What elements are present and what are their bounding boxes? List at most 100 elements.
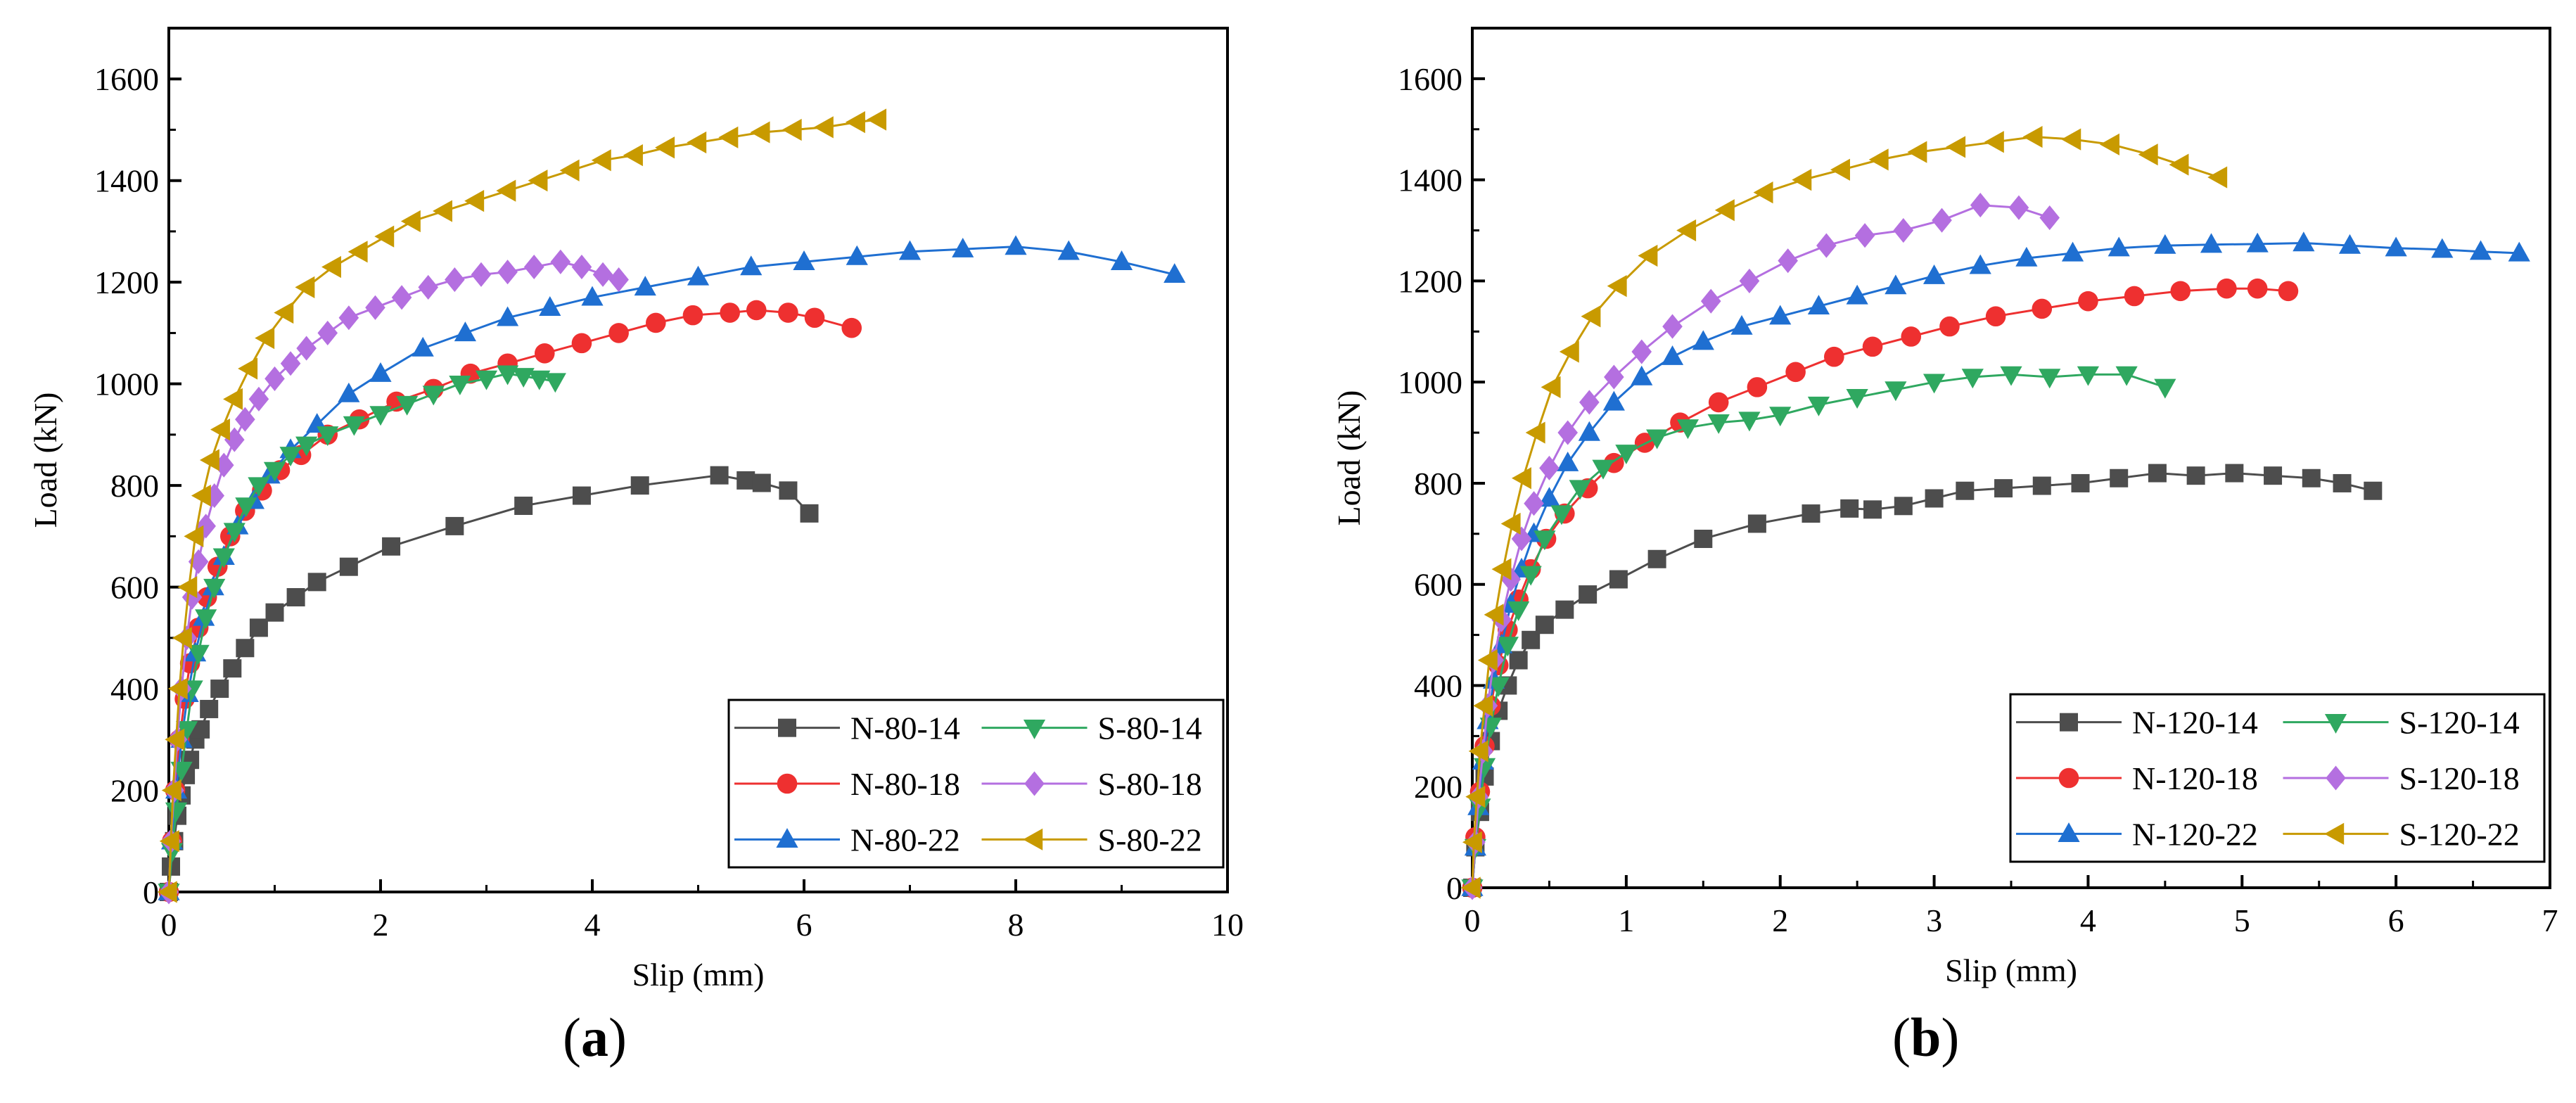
data-point (1923, 374, 1946, 394)
data-point (382, 537, 401, 556)
data-point (1005, 235, 1027, 255)
data-point (188, 549, 209, 575)
y-tick-label: 200 (110, 773, 159, 809)
data-point (740, 255, 763, 276)
data-point (867, 108, 887, 131)
data-point (307, 573, 326, 592)
data-point (752, 473, 771, 492)
data-point (321, 255, 341, 279)
data-point (1519, 566, 1542, 586)
data-point (571, 333, 592, 354)
data-point (655, 136, 675, 159)
data-point (471, 262, 492, 287)
legend-label: N-120-18 (2132, 760, 2258, 796)
data-point (1932, 208, 1952, 233)
data-point (1557, 420, 1578, 445)
data-point (1840, 499, 1859, 518)
x-tick-label: 8 (1008, 907, 1024, 943)
series-S-80-18 (158, 249, 629, 905)
data-point (1939, 316, 1960, 337)
data-point (369, 406, 392, 426)
legend-marker (776, 828, 798, 848)
data-point (779, 481, 798, 500)
y-tick-label: 0 (1446, 870, 1462, 906)
legend-marker (2058, 767, 2079, 789)
data-point (2333, 473, 2352, 492)
data-point (475, 370, 498, 390)
y-tick-label: 1000 (1398, 364, 1462, 400)
data-point (1956, 481, 1975, 500)
data-point (497, 260, 518, 285)
legend-label: N-80-22 (850, 822, 960, 857)
legend-label: S-120-14 (2399, 705, 2520, 741)
legend-marker (2060, 713, 2078, 732)
data-point (1907, 141, 1927, 163)
data-point (1615, 445, 1638, 465)
data-point (2148, 464, 2167, 483)
data-point (1487, 677, 1510, 697)
data-point (1730, 314, 1753, 335)
data-point (1511, 526, 1532, 552)
data-point (496, 179, 516, 202)
series-S-80-14 (158, 365, 566, 904)
data-point (2154, 378, 2176, 399)
data-point (204, 483, 225, 509)
series-S-80-22 (157, 108, 887, 903)
data-point (2124, 286, 2145, 307)
data-point (1541, 376, 1561, 398)
data-point (1509, 651, 1528, 670)
data-point (1579, 585, 1598, 604)
data-point (161, 779, 181, 802)
legend-marker (777, 773, 798, 794)
data-point (1609, 570, 1628, 589)
data-point (782, 118, 802, 141)
data-point (2100, 133, 2119, 155)
data-point (422, 385, 445, 406)
data-point (1785, 362, 1806, 383)
data-point (682, 305, 703, 326)
data-point (1662, 314, 1683, 339)
series-S-120-22 (1460, 125, 2228, 899)
data-point (1816, 233, 1837, 258)
data-point (2302, 468, 2321, 487)
data-point (1925, 489, 1944, 508)
data-point (184, 525, 204, 547)
data-point (464, 190, 485, 212)
x-tick-label: 10 (1211, 907, 1244, 943)
data-point (1631, 339, 1652, 364)
data-point (317, 320, 338, 345)
data-point (646, 312, 666, 333)
data-point (591, 149, 611, 172)
data-point (1694, 530, 1713, 549)
legend-marker (1024, 771, 1045, 796)
legend: N-80-14 N-80-18 N-80-22 S-80-14 S-80-18 S-80-… (727, 699, 1225, 869)
data-point (1994, 479, 2013, 498)
y-tick-label: 1200 (1398, 263, 1462, 299)
data-point (1778, 248, 1798, 274)
data-point (1846, 284, 1868, 305)
legend-item: S-120-22 (2283, 816, 2520, 852)
data-point (793, 250, 815, 270)
data-point (2364, 481, 2383, 500)
data-point (2186, 466, 2205, 485)
data-point (1984, 131, 2004, 153)
data-point (1868, 148, 1889, 171)
legend-label: N-80-18 (850, 766, 960, 802)
data-point (235, 407, 255, 432)
y-tick-label: 0 (143, 874, 159, 910)
legend-label: N-80-14 (850, 710, 960, 746)
legend-item: N-80-22 (734, 822, 960, 857)
data-point (279, 447, 302, 467)
data-point (263, 461, 286, 482)
data-point (177, 575, 198, 599)
data-point (248, 477, 270, 497)
data-point (365, 295, 385, 320)
data-point (157, 881, 177, 903)
data-point (1769, 305, 1792, 325)
data-point (778, 302, 798, 323)
data-point (2247, 278, 2268, 299)
data-point (608, 267, 629, 293)
x-tick-label: 2 (373, 907, 389, 943)
data-point (445, 516, 464, 535)
data-point (1830, 158, 1850, 181)
